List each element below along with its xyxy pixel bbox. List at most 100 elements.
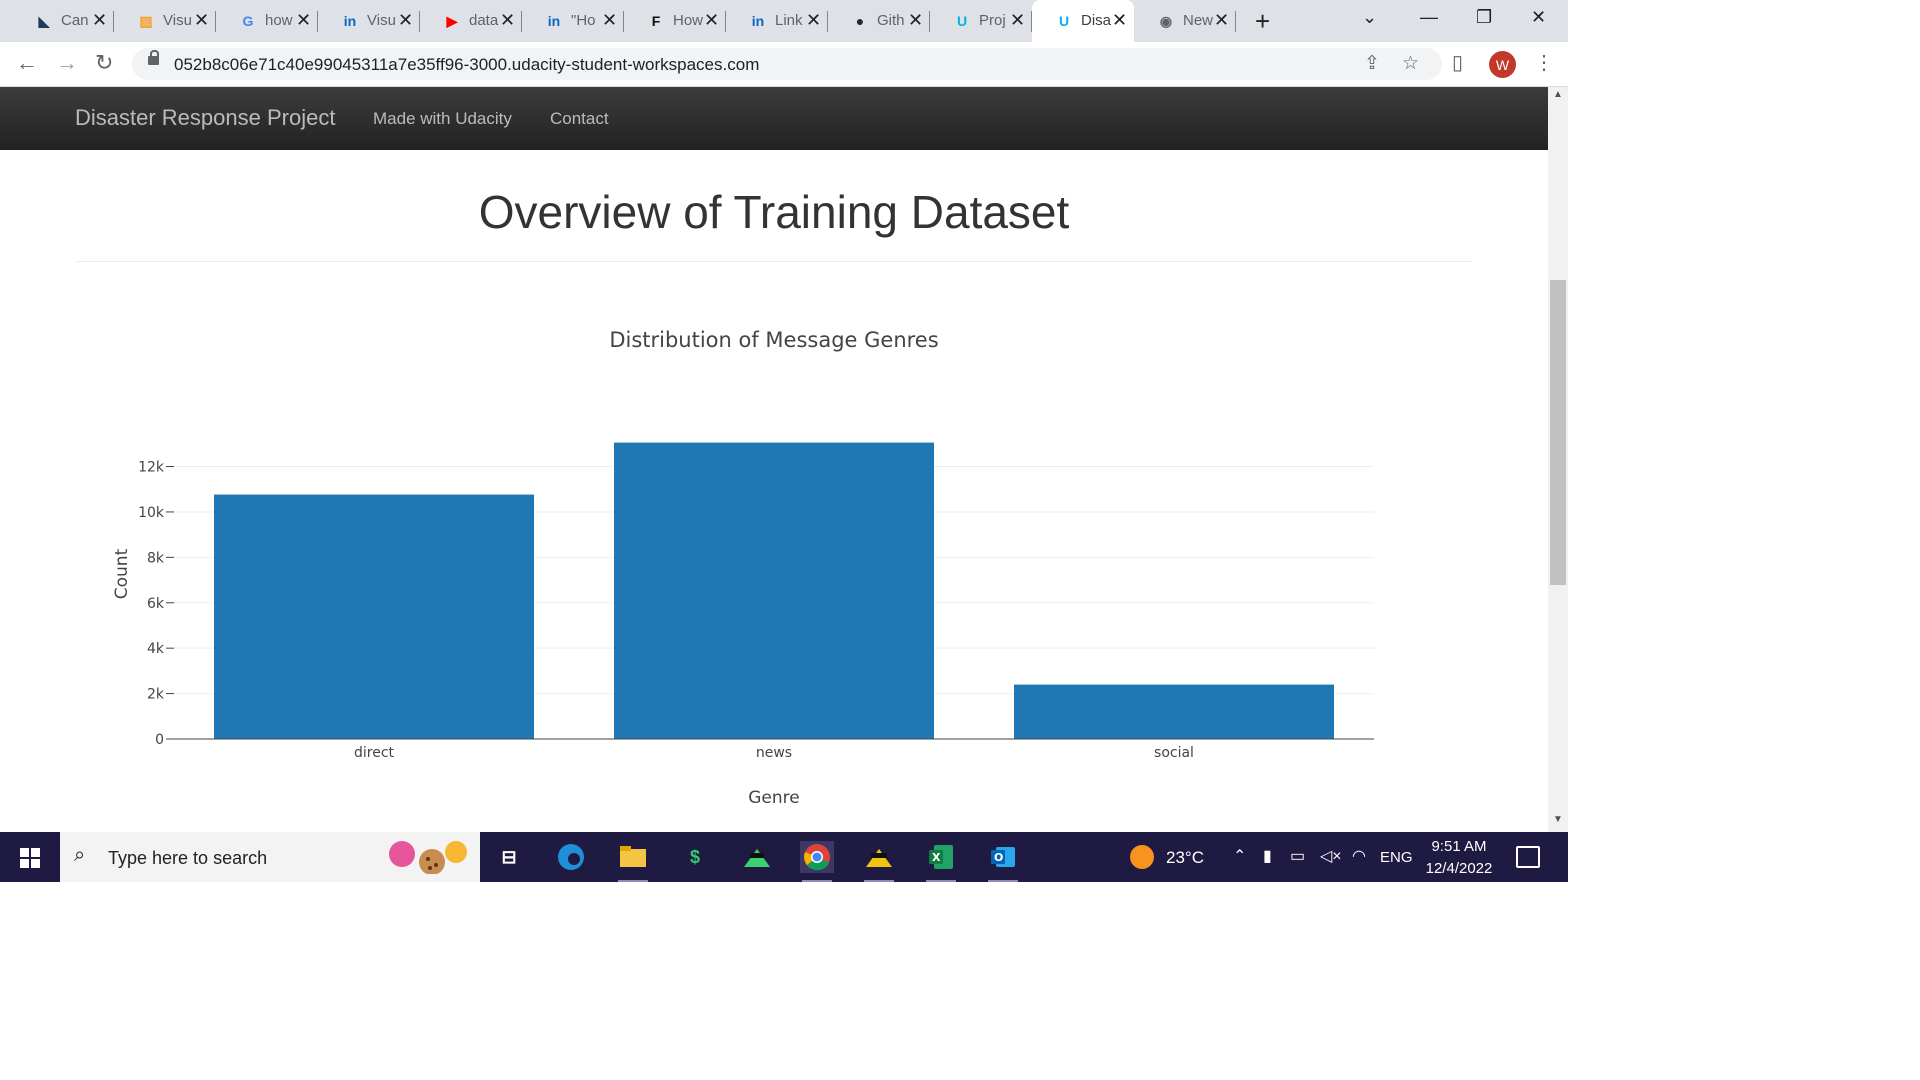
scrollbar-thumb[interactable] (1550, 280, 1566, 585)
browser-tab[interactable]: ◉ New ✕ (1134, 0, 1236, 42)
language-indicator[interactable]: ENG (1380, 849, 1413, 866)
close-window-icon[interactable]: ✕ (1531, 7, 1547, 27)
close-tab-icon[interactable]: ✕ (194, 10, 210, 30)
browser-tab[interactable]: U Disa ✕ (1032, 0, 1134, 42)
close-tab-icon[interactable]: ✕ (500, 10, 516, 30)
new-tab-button[interactable]: + (1255, 6, 1271, 36)
nav-link-made-with-udacity[interactable]: Made with Udacity (373, 109, 512, 128)
browser-menu-icon[interactable]: ⋮ (1534, 52, 1554, 74)
restore-icon[interactable]: ❐ (1476, 7, 1493, 27)
browser-tab[interactable]: in Visu ✕ (318, 0, 420, 42)
udacity-icon: U (1058, 13, 1070, 29)
browser-tab-label: how (265, 12, 293, 29)
close-tab-icon[interactable]: ✕ (704, 10, 720, 30)
chrome-icon[interactable] (800, 841, 834, 882)
nav-link-contact[interactable]: Contact (550, 109, 609, 128)
tab-separator (317, 11, 318, 32)
outlook-icon[interactable]: O (986, 841, 1020, 882)
browser-tab[interactable]: in Link ✕ (726, 0, 828, 42)
pattern-icon: ▨ (139, 12, 153, 29)
close-tab-icon[interactable]: ✕ (1010, 10, 1026, 30)
weather-sun-icon[interactable] (1130, 845, 1154, 869)
close-tab-icon[interactable]: ✕ (398, 10, 414, 30)
tab-separator (1235, 11, 1236, 32)
microphone-icon[interactable]: ▮ (1263, 848, 1272, 865)
y-tick-label: 2k (147, 687, 165, 703)
reload-icon[interactable]: ↻ (95, 50, 114, 75)
clock-time[interactable]: 9:51 AM (1431, 838, 1487, 855)
udacity-icon: U (956, 13, 968, 29)
side-panel-icon[interactable]: ▯ (1452, 52, 1464, 74)
edge-icon[interactable] (554, 841, 588, 873)
site-navbar: Disaster Response Project Made with Udac… (0, 87, 1548, 150)
browser-tab[interactable]: ◣ Can ✕ (12, 0, 114, 42)
forward-icon[interactable]: → (56, 50, 78, 75)
chrome-newtab-icon: ◉ (1159, 12, 1173, 29)
page-title: Overview of Training Dataset (478, 186, 1070, 238)
close-tab-icon[interactable]: ✕ (92, 10, 108, 30)
notification-center-icon[interactable] (1516, 846, 1540, 868)
close-tab-icon[interactable]: ✕ (1112, 10, 1128, 30)
task-view-icon[interactable]: ⊟ (501, 846, 517, 867)
windows-start-icon[interactable] (20, 848, 40, 868)
show-hidden-icons-chevron-icon[interactable]: ⌃ (1233, 848, 1247, 865)
y-tick-label: 10k (138, 505, 165, 521)
scroll-up-arrow-icon[interactable]: ▲ (1553, 89, 1563, 100)
excel-icon[interactable]: X (924, 841, 958, 882)
browser-tab-label: Gith (877, 12, 905, 29)
weather-temperature[interactable]: 23°C (1166, 848, 1204, 867)
clock-date[interactable]: 12/4/2022 (1425, 860, 1493, 877)
browser-tab[interactable]: ● Gith ✕ (828, 0, 930, 42)
wifi-icon[interactable]: ◠ (1352, 848, 1366, 865)
browser-tab-label: data (469, 12, 499, 29)
battery-icon[interactable]: ▭ (1290, 848, 1306, 865)
tab-separator (725, 11, 726, 32)
money-app-icon[interactable]: $ (689, 846, 700, 867)
bar-social[interactable] (1014, 684, 1334, 739)
address-bar[interactable]: 052b8c06e71c40e99045311a7e35ff96-3000.ud… (132, 48, 1442, 80)
tab-separator (1031, 11, 1032, 32)
profile-avatar[interactable]: W (1489, 51, 1516, 78)
bar-direct[interactable] (214, 494, 534, 739)
taskbar-search-box[interactable]: ⌕ Type here to search (60, 832, 480, 882)
bar-news[interactable] (614, 442, 934, 739)
tab-search-icon[interactable]: ⌄ (1362, 7, 1378, 27)
browser-tab[interactable]: U Proj ✕ (930, 0, 1032, 42)
browser-tab[interactable]: ▨ Visu ✕ (114, 0, 216, 42)
browser-tab-label: Disa (1081, 12, 1111, 29)
game-app-icon[interactable] (740, 841, 774, 873)
speaker-muted-icon[interactable]: ◁× (1320, 848, 1342, 865)
youtube-icon: ▶ (446, 12, 458, 29)
minimize-icon[interactable]: — (1420, 7, 1438, 27)
snipping-app-icon[interactable] (862, 841, 896, 882)
close-tab-icon[interactable]: ✕ (806, 10, 822, 30)
genre-bar-chart: Distribution of Message Genres 0 2k 4k 6k 8k… (112, 328, 1374, 808)
close-tab-icon[interactable]: ✕ (908, 10, 924, 30)
url-text[interactable]: 052b8c06e71c40e99045311a7e35ff96-3000.ud… (174, 55, 760, 74)
scroll-down-arrow-icon[interactable]: ▼ (1553, 814, 1563, 825)
file-explorer-icon[interactable] (616, 841, 650, 882)
back-icon[interactable]: ← (16, 50, 38, 75)
y-tick-label: 8k (147, 550, 165, 566)
x-tick-label: news (756, 745, 792, 761)
close-tab-icon[interactable]: ✕ (296, 10, 312, 30)
title-divider (76, 261, 1472, 262)
bookmark-star-icon[interactable]: ☆ (1402, 53, 1420, 74)
close-tab-icon[interactable]: ✕ (1214, 10, 1230, 30)
browser-tab[interactable]: F How ✕ (624, 0, 726, 42)
browser-tab[interactable]: ▶ data ✕ (420, 0, 522, 42)
y-tick-label: 6k (147, 596, 165, 612)
google-icon: G (242, 13, 254, 29)
navbar-brand[interactable]: Disaster Response Project (75, 105, 336, 130)
browser-tab-label: Link (775, 12, 803, 29)
page-scrollbar[interactable]: ▲ ▼ (1548, 87, 1568, 832)
y-tick-label: 4k (147, 641, 165, 657)
tab-separator (215, 11, 216, 32)
search-placeholder[interactable]: Type here to search (108, 848, 268, 868)
close-tab-icon[interactable]: ✕ (602, 10, 618, 30)
share-icon[interactable]: ⇪ (1364, 53, 1380, 74)
browser-tab[interactable]: in "Ho ✕ (522, 0, 624, 42)
web-page: Disaster Response Project Made with Udac… (0, 87, 1548, 832)
lock-icon[interactable] (148, 50, 159, 65)
